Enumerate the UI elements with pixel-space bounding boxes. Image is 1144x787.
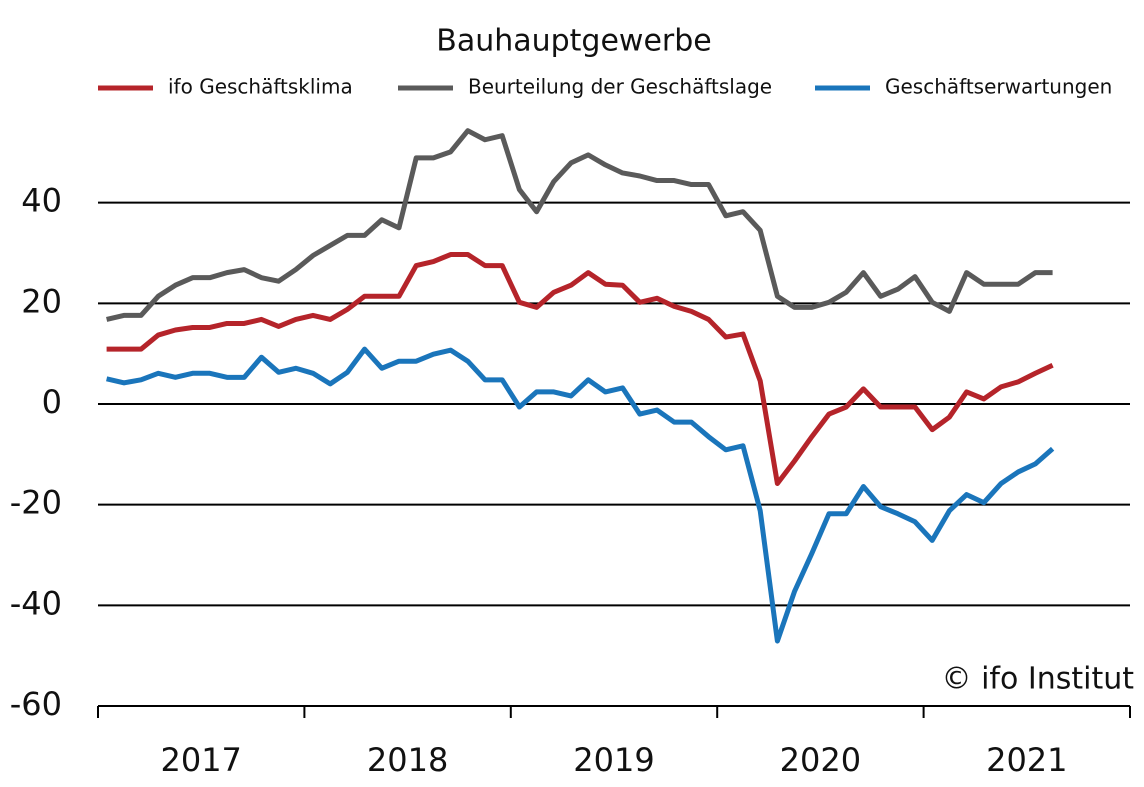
series-line [106, 128, 1053, 322]
series-line [106, 346, 1055, 644]
y-tick-label: 40 [21, 182, 62, 220]
y-tick-label: 0 [42, 383, 62, 421]
y-tick-label: -60 [10, 685, 62, 723]
legend-label: Beurteilung der Geschäftslage [468, 75, 772, 99]
x-tick-label: 2017 [160, 741, 241, 779]
y-tick-label: -20 [10, 484, 62, 522]
legend-label: Geschäftserwartungen [885, 75, 1112, 99]
x-tick-label: 2021 [986, 741, 1067, 779]
y-tick-label: -40 [10, 584, 62, 622]
x-tick-label: 2019 [573, 741, 654, 779]
legend-label: ifo Geschäftsklima [168, 75, 353, 99]
annotation: © ifo Institut [942, 662, 1135, 697]
x-tick-label: 2018 [367, 741, 448, 779]
chart-title: Bauhauptgewerbe [436, 24, 712, 59]
series-line [106, 252, 1054, 487]
y-tick-label: 20 [21, 282, 62, 320]
x-tick-label: 2020 [780, 741, 861, 779]
